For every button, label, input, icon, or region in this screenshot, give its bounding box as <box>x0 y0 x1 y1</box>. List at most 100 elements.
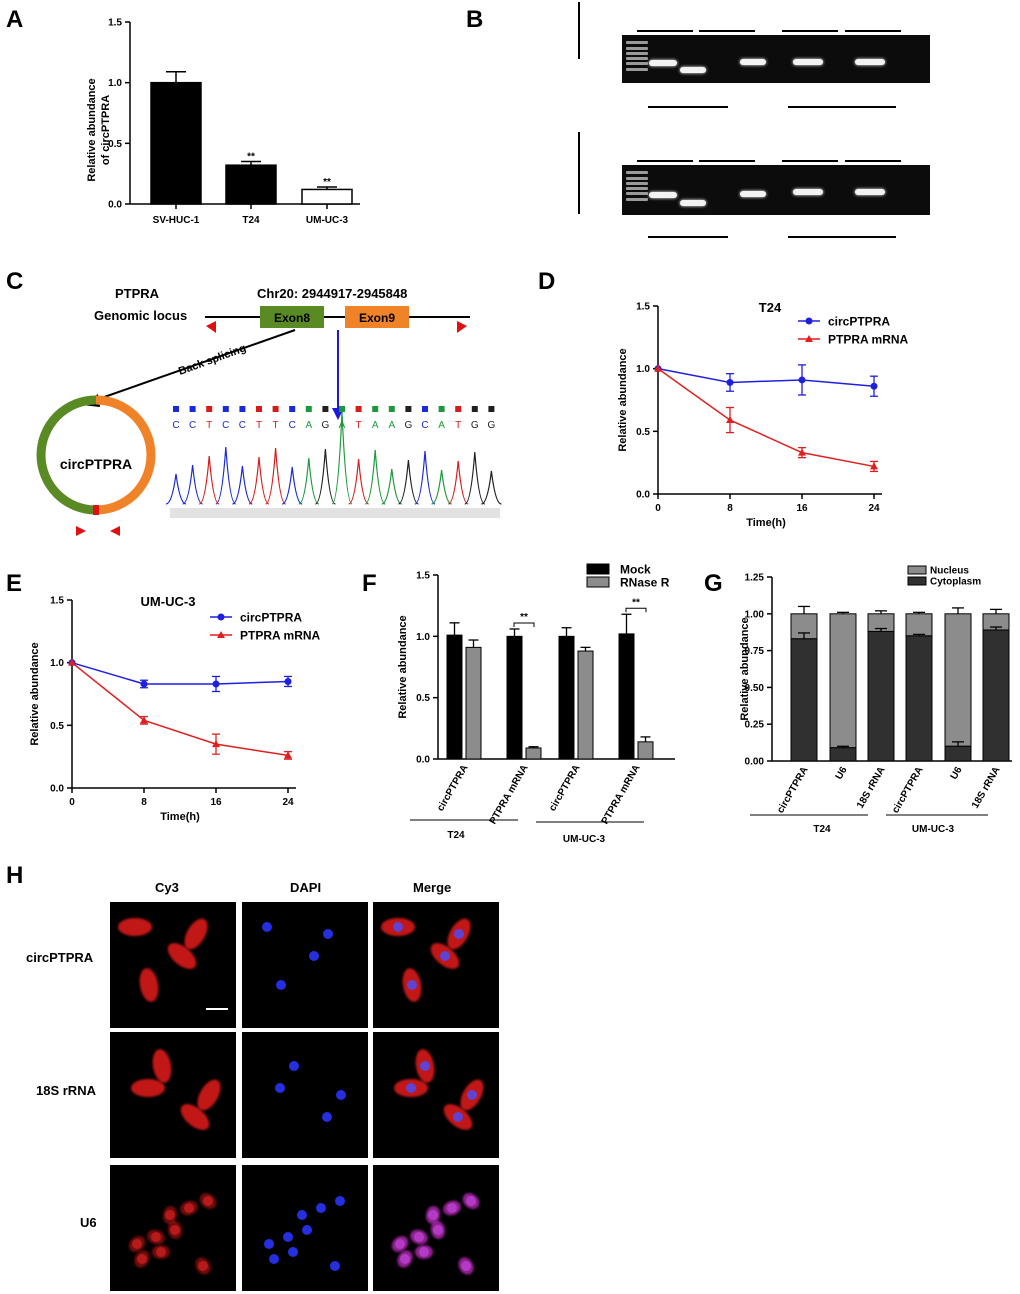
ladder-band <box>626 177 648 180</box>
bar <box>618 633 635 760</box>
micrograph <box>110 1165 236 1291</box>
ladder-band <box>626 187 648 190</box>
y-axis-label: Relative abundance <box>397 615 409 718</box>
quality-square <box>405 406 412 412</box>
base-call: C <box>239 420 246 431</box>
trace-peak <box>298 457 320 505</box>
gel-image <box>622 165 930 215</box>
nucleus-signal <box>198 1261 208 1271</box>
x-tick-label: UM-UC-3 <box>306 215 349 226</box>
legend-swatch <box>907 576 927 586</box>
trace-peak <box>165 473 187 505</box>
base-call: C <box>289 420 296 431</box>
quality-square <box>455 406 462 412</box>
circ-primer-right <box>110 526 120 536</box>
trace-peak <box>431 469 452 505</box>
panel-b <box>560 0 1020 260</box>
group-label: UM-UC-3 <box>912 824 955 835</box>
data-point <box>140 680 148 688</box>
bar <box>446 634 463 760</box>
bar-cytoplasm <box>944 745 972 762</box>
panel-label-h: H <box>6 862 24 889</box>
series-line <box>657 367 875 387</box>
base-call: T <box>206 420 212 431</box>
nucleus-signal <box>170 1225 180 1235</box>
quality-square <box>289 406 296 412</box>
micrograph <box>242 902 368 1028</box>
chromosome-coords: Chr20: 2944917-2945848 <box>257 286 407 301</box>
nucleus-signal <box>335 1196 345 1206</box>
base-call: T <box>455 420 461 431</box>
significance-bracket <box>625 607 647 613</box>
bar-cytoplasm <box>867 630 895 762</box>
y-tick-label: 1.00 <box>745 609 765 620</box>
nucleus-signal <box>276 980 286 990</box>
nucleus-signal <box>420 1061 430 1071</box>
ladder-band <box>626 47 648 50</box>
cell-signal <box>118 918 152 936</box>
panel-label-f: F <box>362 570 377 597</box>
gel-band <box>649 192 677 198</box>
bar-cytoplasm <box>905 635 933 762</box>
chart-title: T24 <box>759 300 782 315</box>
trace-peak <box>414 450 436 505</box>
base-call: C <box>421 420 428 431</box>
ladder-band <box>626 62 648 65</box>
x-tick-label: circPTPRA <box>890 765 925 815</box>
bar <box>465 646 482 760</box>
trace-peak <box>331 411 353 505</box>
bar <box>150 81 202 205</box>
ladder-band <box>626 171 648 174</box>
nucleus-signal <box>393 922 403 932</box>
x-tick-label: 0 <box>655 503 661 514</box>
base-call: T <box>356 420 362 431</box>
gel-band <box>680 67 706 73</box>
nucleus-signal <box>433 1225 443 1235</box>
nucleus-signal <box>184 1203 194 1213</box>
legend-label: RNase R <box>620 576 670 590</box>
nucleus-signal <box>428 1210 438 1220</box>
cell-signal <box>137 966 161 1004</box>
x-tick-label: U6 <box>949 765 965 782</box>
quality-square <box>372 406 379 412</box>
lane-group-line <box>782 30 838 32</box>
y-tick-label: 0.0 <box>416 755 430 766</box>
bar <box>506 635 523 760</box>
nucleus-signal <box>440 951 450 961</box>
legend-label: circPTPRA <box>828 315 890 329</box>
trace-peak <box>481 470 502 505</box>
chart-e: 0.0 0.5 1.0 1.5 Relative abundance 0 8 16 24 Time… <box>29 594 321 823</box>
panel-label-e: E <box>6 570 23 597</box>
bar-cytoplasm <box>982 629 1010 762</box>
lane-group-line <box>637 30 693 32</box>
x-tick-label: 16 <box>796 503 808 514</box>
data-point <box>870 462 878 470</box>
legend-label: Cytoplasm <box>930 577 981 588</box>
legend-label: circPTPRA <box>240 611 302 625</box>
data-point <box>284 751 292 759</box>
gel-band <box>855 59 885 65</box>
x-tick-label: PTPRA mRNA <box>600 763 643 826</box>
nucleus-signal <box>336 1090 346 1100</box>
chart-d: 0.0 0.5 1.0 1.5 Relative abundance 0 8 16 24 Time… <box>617 300 909 529</box>
base-call: C <box>189 420 196 431</box>
nucleus-signal <box>275 1083 285 1093</box>
gel-band <box>793 59 823 65</box>
micrograph <box>110 1032 236 1158</box>
trace-peak <box>232 465 253 505</box>
bar <box>525 747 542 760</box>
x-axis-label: Time(h) <box>160 811 200 823</box>
legend-label: Nucleus <box>930 566 969 577</box>
y-tick-label: 1.0 <box>108 78 122 89</box>
row-label-u6: U6 <box>80 1215 97 1230</box>
trace-peak <box>364 449 386 505</box>
gel-band <box>680 200 706 206</box>
panel-label-b: B <box>466 6 484 33</box>
trace-peak <box>381 468 402 505</box>
chromatogram-baseline <box>170 508 500 518</box>
y-tick-label: 0.75 <box>745 646 765 657</box>
lane-group-line <box>845 160 901 162</box>
x-tick-label: T24 <box>242 215 260 226</box>
bar <box>637 741 654 760</box>
y-tick-label: 1.0 <box>416 632 430 643</box>
